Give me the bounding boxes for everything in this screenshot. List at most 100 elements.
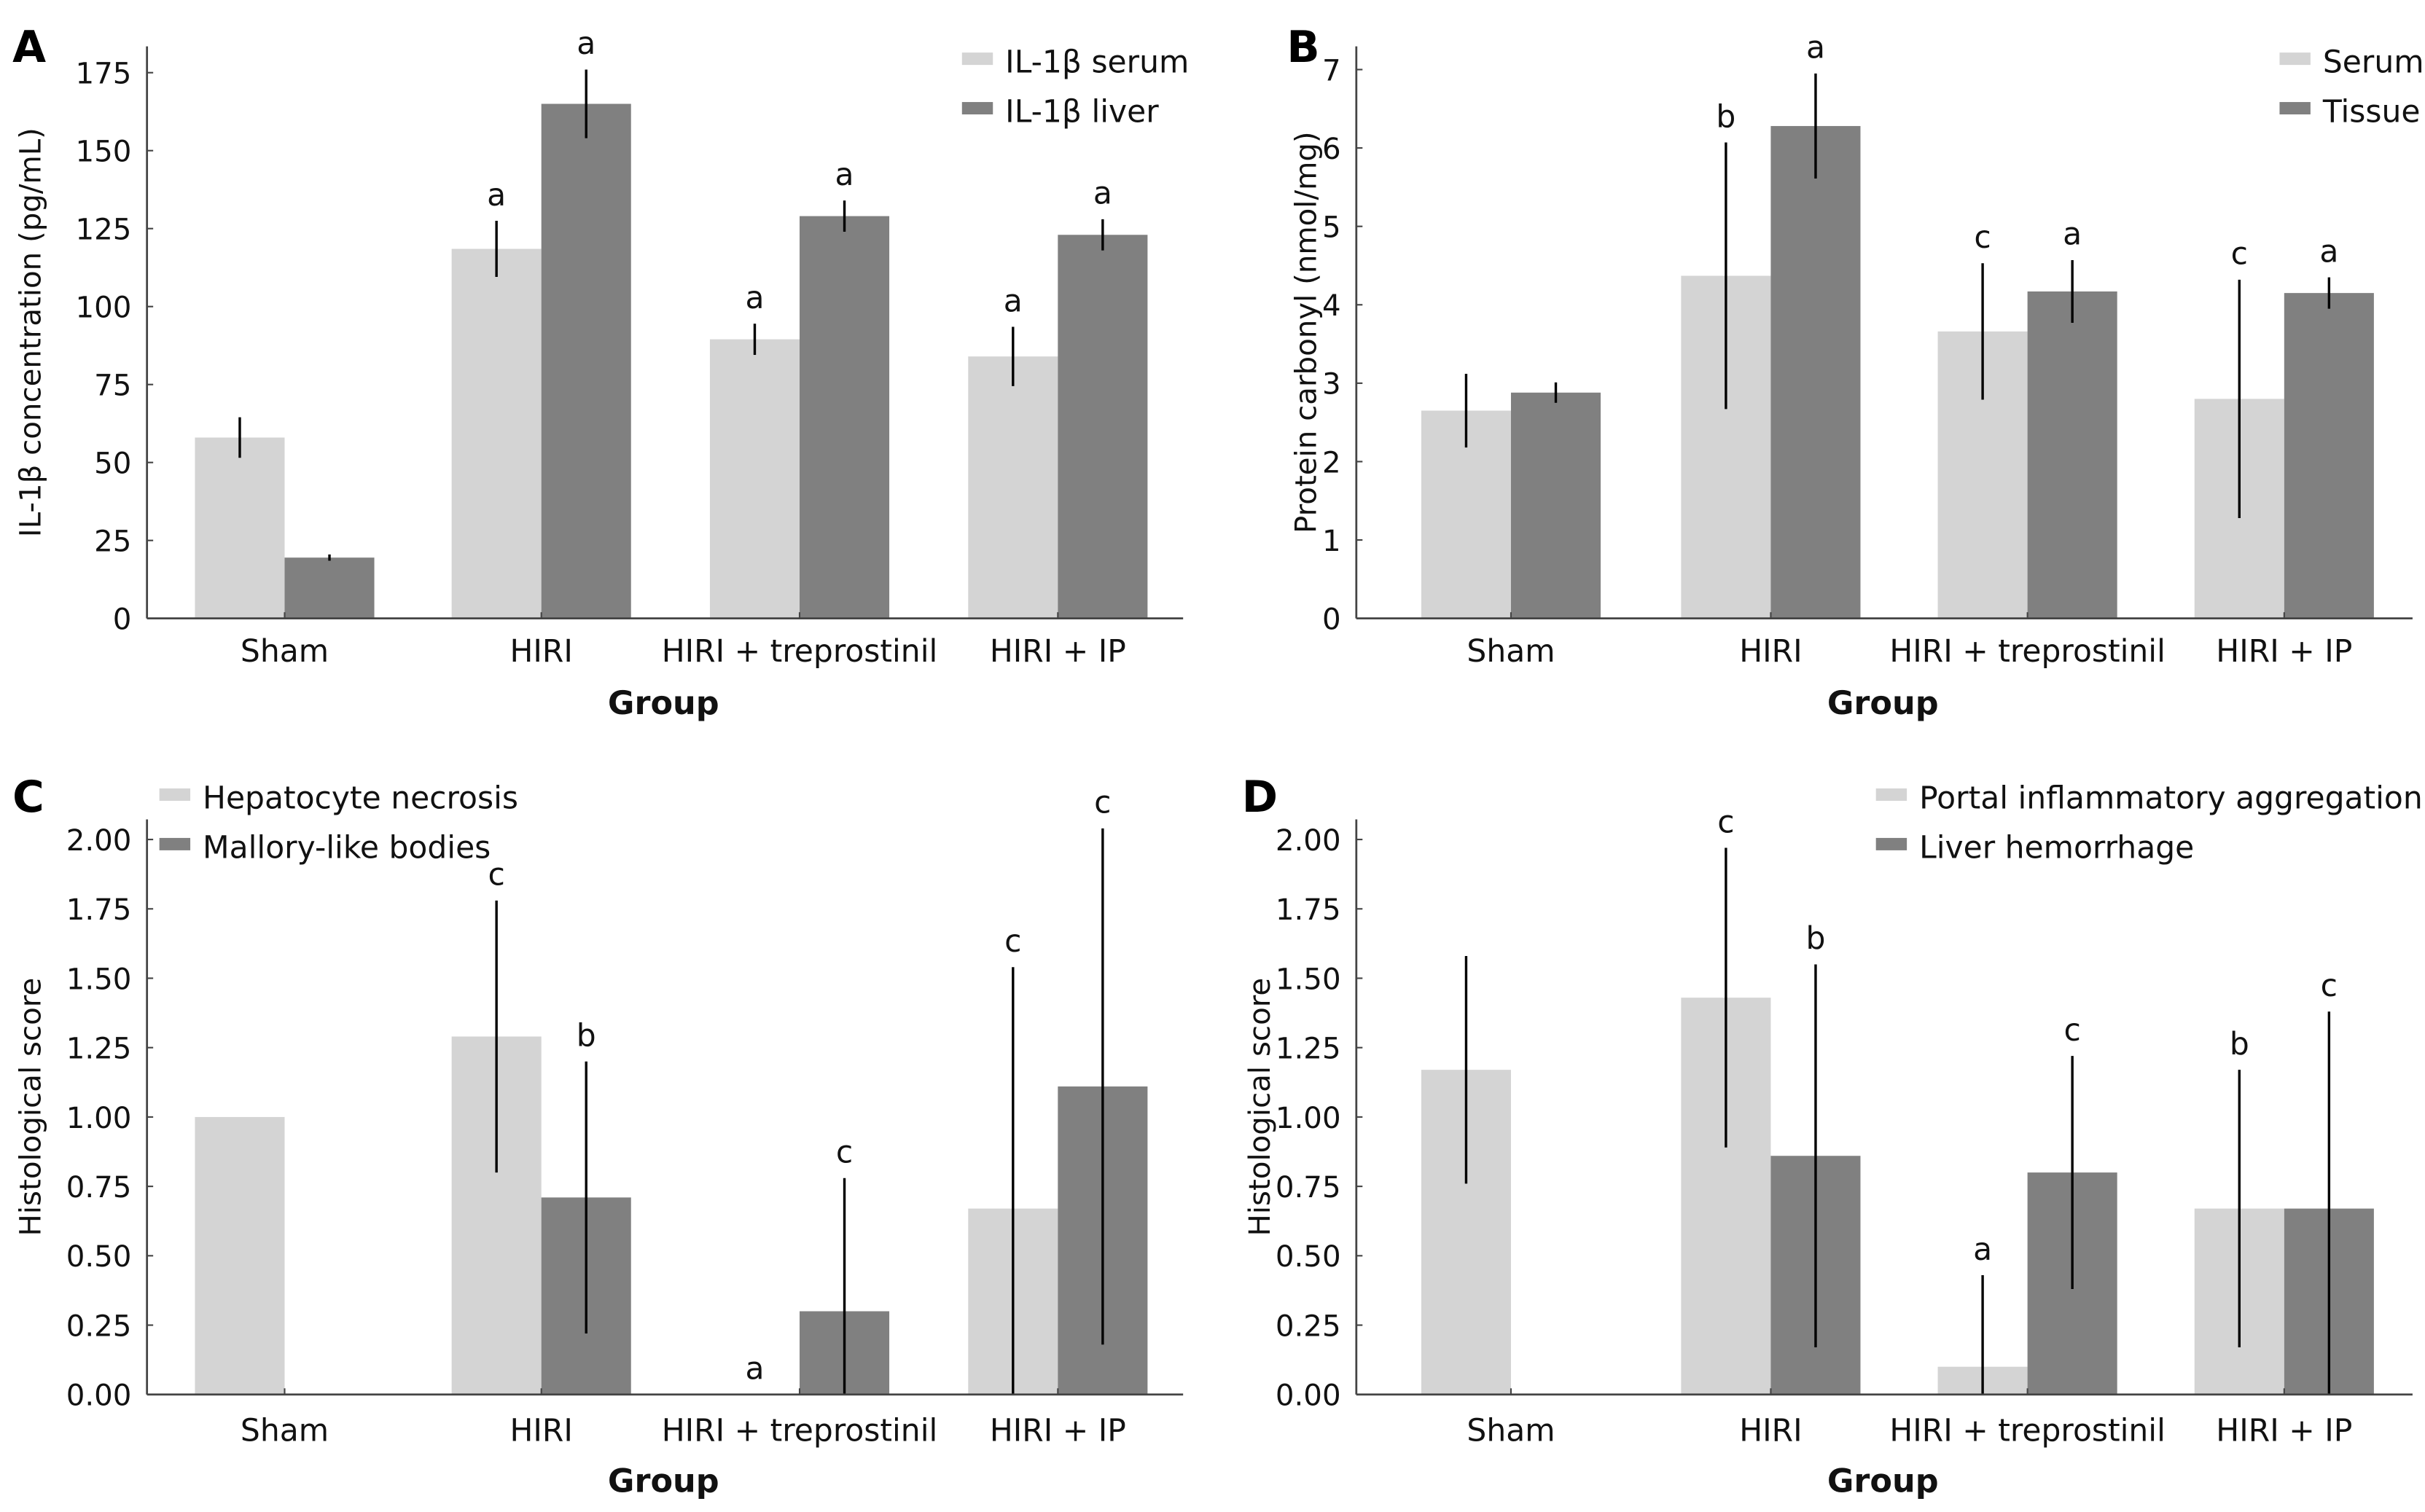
legend-swatch xyxy=(1875,788,1907,802)
y-tick-label: 1.00 xyxy=(1276,1101,1341,1135)
legend: IL-1β serum IL-1β liver xyxy=(961,45,1189,130)
legend-swatch xyxy=(159,788,191,802)
legend-swatch xyxy=(2279,102,2311,115)
panel-b: Bb c c a a a 0 1 2 3 4 5 6 7 Sham HIRI HIRI + treprostin… xyxy=(1286,23,2424,722)
x-tick-label: Sham xyxy=(241,634,329,670)
legend-swatch xyxy=(2279,52,2311,66)
legend-label: Hepatocyte necrosis xyxy=(203,781,518,817)
bar-il-1-liver xyxy=(1058,235,1148,619)
y-tick-label: 0.25 xyxy=(66,1309,132,1343)
legend-label: Mallory-like bodies xyxy=(203,831,491,866)
y-tick-label: 1.25 xyxy=(66,1032,132,1066)
y-tick-label: 25 xyxy=(94,525,131,559)
significance-label: a xyxy=(745,1352,764,1387)
panel-c: Cc a c b c c 0.00 0.25 0.50 0.75 1.00 1.25 1.50 1.75 2… xyxy=(12,772,1184,1500)
bar-il-1-serum xyxy=(195,437,285,619)
significance-label: a xyxy=(1004,283,1023,319)
bar-tissue xyxy=(1510,392,1601,619)
y-tick-label: 0 xyxy=(1322,603,1341,637)
y-tick-label: 3 xyxy=(1322,367,1341,401)
legend: Hepatocyte necrosis Mallory-like bodies xyxy=(159,781,518,866)
y-tick-label: 150 xyxy=(76,135,132,169)
bar-il-1-serum xyxy=(709,339,800,619)
y-tick-label: 2.00 xyxy=(66,823,132,858)
panel-letter: D xyxy=(1242,772,1278,823)
significance-label: a xyxy=(745,281,764,316)
x-tick-label: HIRI + IP xyxy=(2216,634,2352,670)
y-axis-title: IL-1β concentration (pg/mL) xyxy=(13,128,47,537)
bar-tissue xyxy=(2027,291,2117,619)
legend-label: Liver hemorrhage xyxy=(1919,831,2194,866)
bar-il-1-liver xyxy=(284,557,375,619)
y-tick-label: 1.75 xyxy=(1276,893,1341,927)
y-tick-label: 75 xyxy=(94,369,131,403)
x-axis-title: Group xyxy=(608,1462,719,1500)
bar-il-1-liver xyxy=(800,216,890,619)
significance-label: a xyxy=(1973,1232,1992,1268)
y-tick-label: 50 xyxy=(94,447,131,481)
significance-label: b xyxy=(2230,1027,2249,1062)
significance-label: b xyxy=(1805,921,1825,957)
legend-label: Serum xyxy=(2323,45,2424,81)
bar-tissue xyxy=(2284,293,2374,619)
significance-label: a xyxy=(1806,31,1825,66)
x-tick-label: HIRI xyxy=(509,634,572,670)
x-tick-label: HIRI + treprostinil xyxy=(1889,634,2166,670)
significance-label: c xyxy=(488,858,504,893)
legend-label: IL-1β serum xyxy=(1005,45,1189,81)
y-tick-label: 175 xyxy=(76,57,132,91)
y-tick-label: 1.50 xyxy=(1276,962,1341,996)
y-tick-label: 1 xyxy=(1322,524,1341,558)
significance-label: a xyxy=(2319,234,2338,270)
y-tick-label: 0.00 xyxy=(1276,1379,1341,1413)
legend: Serum Tissue xyxy=(2279,45,2424,130)
y-tick-label: 1.50 xyxy=(66,962,132,996)
legend-swatch xyxy=(961,52,993,66)
legend-label: Portal inflammatory aggregation xyxy=(1919,781,2423,817)
y-tick-label: 1.00 xyxy=(66,1101,132,1135)
legend-swatch xyxy=(961,102,993,115)
y-tick-label: 1.75 xyxy=(66,893,132,927)
significance-label: c xyxy=(1094,786,1111,821)
legend-swatch xyxy=(159,837,191,850)
x-tick-label: Sham xyxy=(241,1413,329,1449)
panel-letter: B xyxy=(1286,23,1319,73)
legend: Portal inflammatory aggregation Liver hem… xyxy=(1875,781,2423,866)
significance-label: c xyxy=(836,1135,853,1170)
panel-letter: C xyxy=(12,772,44,823)
y-tick-label: 2.00 xyxy=(1276,823,1341,858)
significance-label: b xyxy=(1716,99,1735,135)
significance-label: c xyxy=(1717,804,1734,840)
y-tick-label: 125 xyxy=(76,213,132,247)
y-tick-label: 6 xyxy=(1322,132,1341,166)
bar-il-1-liver xyxy=(541,103,631,619)
y-tick-label: 0.75 xyxy=(66,1170,132,1204)
significance-label: a xyxy=(835,157,854,193)
y-tick-label: 4 xyxy=(1322,289,1341,323)
y-tick-label: 0.50 xyxy=(1276,1239,1341,1274)
x-axis-title: Group xyxy=(608,684,719,722)
bar-il-1-serum xyxy=(451,248,542,619)
y-tick-label: 7 xyxy=(1322,53,1341,87)
x-tick-label: HIRI + treprostinil xyxy=(662,634,938,670)
significance-label: b xyxy=(577,1019,596,1054)
significance-label: c xyxy=(2063,1013,2080,1049)
x-tick-label: HIRI + treprostinil xyxy=(1889,1413,2166,1449)
legend-swatch xyxy=(1875,837,1907,850)
bar-il-1-serum xyxy=(968,356,1058,619)
significance-label: a xyxy=(2063,217,2082,253)
x-tick-label: HIRI xyxy=(1739,1413,1802,1449)
legend-label: IL-1β liver xyxy=(1005,95,1159,130)
significance-label: c xyxy=(2321,968,2338,1004)
significance-label: a xyxy=(1093,176,1112,212)
y-axis-title: Protein carbonyl (nmol/mg) xyxy=(1289,131,1324,533)
panel-a: Aa a a a a a 0 25 50 75 100 125 150 175 Sham HIRI HIRI +… xyxy=(12,23,1189,722)
y-axis-title: Histological score xyxy=(13,978,47,1237)
x-tick-label: HIRI + IP xyxy=(2216,1413,2352,1449)
x-tick-label: HIRI xyxy=(1739,634,1802,670)
x-tick-label: HIRI + IP xyxy=(990,634,1126,670)
y-tick-label: 2 xyxy=(1322,445,1341,479)
significance-label: c xyxy=(1004,924,1021,960)
significance-label: a xyxy=(487,178,506,214)
